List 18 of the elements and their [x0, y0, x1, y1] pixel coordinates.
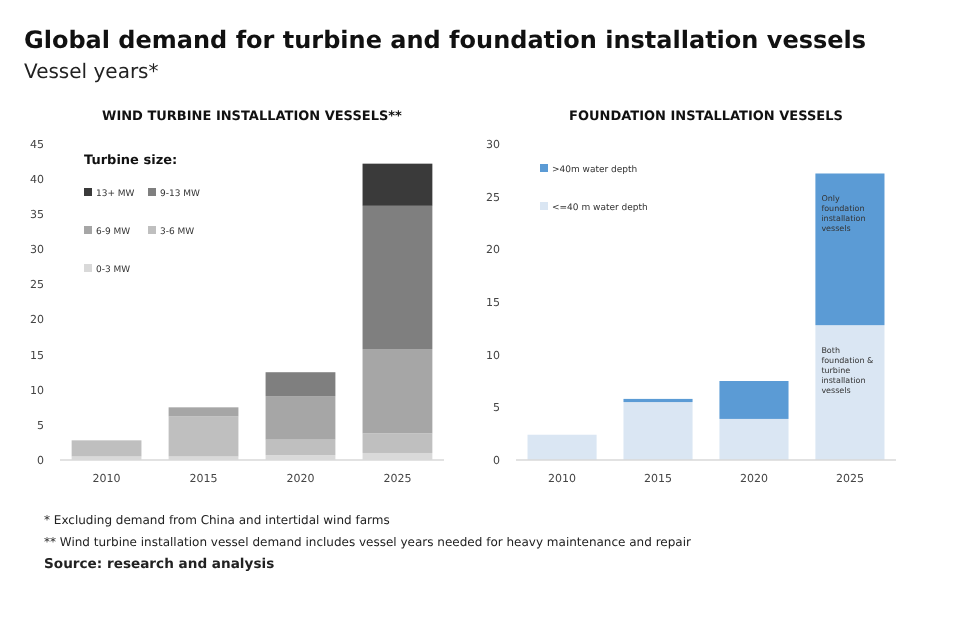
- bar: [168, 416, 239, 457]
- bar: [362, 349, 433, 434]
- bar: [719, 381, 789, 419]
- bar: [362, 163, 433, 206]
- bar: [362, 433, 433, 453]
- bar: [815, 173, 885, 326]
- bar: [265, 372, 336, 397]
- bar: [527, 434, 597, 460]
- text: Vessel years*: [24, 62, 159, 84]
- text: Global demand for turbine and foundation installation vessels: [24, 26, 867, 54]
- bar: [265, 396, 336, 440]
- bar: [362, 205, 433, 350]
- bar: [71, 440, 142, 457]
- bar: [719, 418, 789, 460]
- bar: [623, 402, 693, 460]
- bar: [815, 325, 885, 460]
- bar: [265, 439, 336, 456]
- bar: [168, 407, 239, 417]
